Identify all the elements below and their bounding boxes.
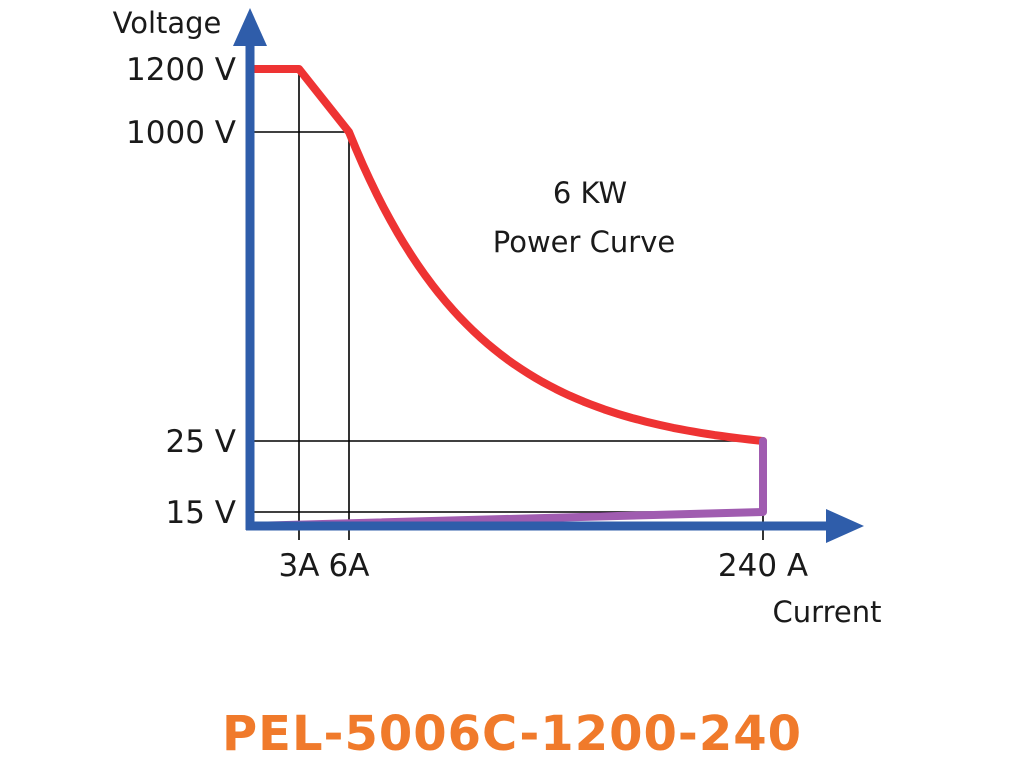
power-annotation-line-1: 6 KW <box>553 176 627 210</box>
y-axis-arrowhead <box>233 8 267 46</box>
guide-lines <box>250 68 764 540</box>
model-title: PEL-5006C-1200-240 <box>221 706 803 762</box>
series-group <box>246 65 767 530</box>
chart-canvas: 1200 V 1000 V 25 V 15 V 3A 6A 240 A Voltage Cu… <box>113 6 882 629</box>
tick-labels: 1200 V 1000 V 25 V 15 V 3A 6A 240 A <box>126 52 808 584</box>
y-tick-label-1200: 1200 V <box>126 52 236 88</box>
x-tick-label-240: 240 A <box>718 548 808 584</box>
y-tick-label-25: 25 V <box>165 424 236 460</box>
y-axis-label: Voltage <box>113 6 222 40</box>
x-axis-arrowhead <box>826 509 864 543</box>
x-tick-label-6: 6A <box>329 548 370 584</box>
y-tick-label-1000: 1000 V <box>126 115 236 151</box>
x-tick-label-3: 3A <box>279 548 320 584</box>
y-tick-label-15: 15 V <box>165 495 236 531</box>
axes <box>233 8 864 543</box>
power-annotation-line-2: Power Curve <box>493 225 675 259</box>
series-low-voltage <box>246 437 767 530</box>
x-axis-label: Current <box>773 595 882 629</box>
series-power-curve <box>246 65 767 445</box>
